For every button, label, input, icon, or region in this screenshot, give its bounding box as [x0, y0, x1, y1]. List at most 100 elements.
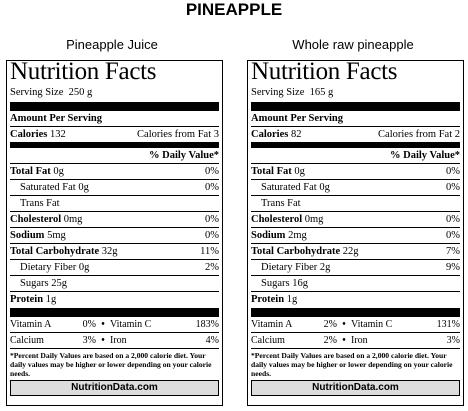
bullet-separator: • [101, 335, 105, 346]
nutrition-facts-title: Nutrition Facts [10, 58, 157, 85]
carb-value: 32g [101, 246, 118, 257]
protein-row: Protein 1g [251, 292, 460, 308]
trans-fat-label: Trans Fat [261, 198, 301, 209]
protein-label: Protein [251, 294, 285, 305]
cholesterol-dv: 0% [205, 214, 219, 225]
calories-label: Calories [10, 129, 48, 140]
calories-fat-label: Calories from Fat [137, 129, 212, 140]
sodium-row: Sodium 2mg 0% [251, 228, 460, 244]
protein-label: Protein [10, 294, 44, 305]
calcium-dv: 2% [323, 335, 337, 346]
cholesterol-label: Cholesterol [10, 214, 62, 225]
fiber-dv: 2% [205, 262, 219, 273]
carb-label: Total Carbohydrate [10, 246, 100, 257]
sat-fat-value: 0g [78, 182, 89, 193]
fiber-dv: 9% [446, 262, 460, 273]
vitamin-row-1: Vitamin A 2% • Vitamin C 131% [251, 317, 460, 333]
vitamin-row-2: Calcium 3% • Iron 4% [10, 333, 219, 349]
source-link[interactable]: NutritionData.com [251, 380, 460, 396]
sat-fat-dv: 0% [205, 182, 219, 193]
vitamin-row-2: Calcium 2% • Iron 3% [251, 333, 460, 349]
serving-size: Serving Size 250 g [10, 83, 219, 99]
saturated-fat-row: Saturated Fat 0g 0% [10, 180, 219, 196]
divider-thick [251, 102, 460, 111]
total-fat-value: 0g [53, 166, 64, 177]
calcium-label: Calcium [251, 335, 285, 346]
bullet-separator: • [342, 319, 346, 330]
sugars-label: Sugars [261, 278, 290, 289]
serving-size-label: Serving Size [251, 87, 305, 98]
sat-fat-value: 0g [319, 182, 330, 193]
divider-thick-vitamins [10, 308, 219, 317]
vitamin-c-label: Vitamin C [110, 319, 152, 330]
cholesterol-label: Cholesterol [251, 214, 303, 225]
iron-dv: 3% [446, 335, 460, 346]
calories-label: Calories [251, 129, 289, 140]
iron-label: Iron [110, 335, 127, 346]
divider-medium [251, 143, 460, 148]
sodium-label: Sodium [251, 230, 286, 241]
sugars-value: 25g [51, 278, 67, 289]
daily-value-footnote: *Percent Daily Values are based on a 2,0… [10, 351, 212, 378]
vitamin-c-dv: 131% [436, 319, 460, 330]
dietary-fiber-row: Dietary Fiber 2g 9% [251, 260, 460, 276]
sat-fat-label: Saturated Fat [20, 182, 76, 193]
daily-value-header-label: % Daily Value* [148, 150, 219, 161]
cholesterol-value: 0mg [304, 214, 324, 225]
amount-per-serving-label: Amount Per Serving [251, 113, 343, 124]
dietary-fiber-row: Dietary Fiber 0g 2% [10, 260, 219, 276]
carb-label: Total Carbohydrate [251, 246, 341, 257]
fiber-value: 0g [78, 262, 90, 273]
calories-row: Calories 132 Calories from Fat 3 [10, 127, 219, 143]
protein-row: Protein 1g [10, 292, 219, 308]
divider-thick [10, 102, 219, 111]
nutrition-facts-panel-raw: Nutrition Facts Serving Size 165 g Amoun… [247, 58, 464, 406]
calories-fat-label: Calories from Fat [378, 129, 453, 140]
carbohydrate-row: Total Carbohydrate 22g 7% [251, 244, 460, 260]
vitamin-c-label: Vitamin C [351, 319, 393, 330]
fiber-label: Dietary Fiber [20, 262, 77, 273]
sugars-row: Sugars 25g [10, 276, 219, 292]
sugars-label: Sugars [20, 278, 49, 289]
nutrition-facts-title: Nutrition Facts [251, 58, 398, 85]
vitamin-row-1: Vitamin A 0% • Vitamin C 183% [10, 317, 219, 333]
source-link[interactable]: NutritionData.com [10, 380, 219, 396]
calcium-dv: 3% [82, 335, 96, 346]
total-fat-row: Total Fat 0g 0% [10, 164, 219, 180]
total-fat-label: Total Fat [10, 166, 51, 177]
sodium-value: 2mg [288, 230, 307, 241]
cholesterol-value: 0mg [63, 214, 83, 225]
calories-fat-value: 3 [213, 129, 219, 140]
sodium-dv: 0% [205, 230, 219, 241]
vitamin-a-label: Vitamin A [251, 319, 293, 330]
calories-row: Calories 82 Calories from Fat 2 [251, 127, 460, 143]
amount-per-serving: Amount Per Serving [251, 111, 460, 127]
carb-value: 22g [342, 246, 359, 257]
protein-value: 1g [45, 294, 57, 305]
daily-value-header: % Daily Value* [251, 148, 460, 164]
amount-per-serving-label: Amount Per Serving [10, 113, 102, 124]
carb-dv: 7% [446, 246, 460, 257]
vitamin-a-dv: 2% [323, 319, 337, 330]
serving-size-label: Serving Size [10, 87, 64, 98]
saturated-fat-row: Saturated Fat 0g 0% [251, 180, 460, 196]
calories-value: 132 [49, 129, 66, 140]
vitamin-a-dv: 0% [82, 319, 96, 330]
serving-size-value: 165 g [309, 87, 334, 98]
sodium-row: Sodium 5mg 0% [10, 228, 219, 244]
daily-value-footnote: *Percent Daily Values are based on a 2,0… [251, 351, 453, 378]
total-fat-row: Total Fat 0g 0% [251, 164, 460, 180]
calories-fat-value: 2 [454, 129, 460, 140]
panel-caption-juice: Pineapple Juice [66, 37, 158, 52]
total-fat-dv: 0% [446, 166, 460, 177]
serving-size-value: 250 g [68, 87, 93, 98]
panel-caption-raw: Whole raw pineapple [292, 37, 414, 52]
total-fat-label: Total Fat [251, 166, 292, 177]
sodium-value: 5mg [47, 230, 66, 241]
trans-fat-row: Trans Fat [10, 196, 219, 212]
sodium-dv: 0% [446, 230, 460, 241]
amount-per-serving: Amount Per Serving [10, 111, 219, 127]
divider-thick-vitamins [251, 308, 460, 317]
bullet-separator: • [342, 335, 346, 346]
cholesterol-row: Cholesterol 0mg 0% [251, 212, 460, 228]
